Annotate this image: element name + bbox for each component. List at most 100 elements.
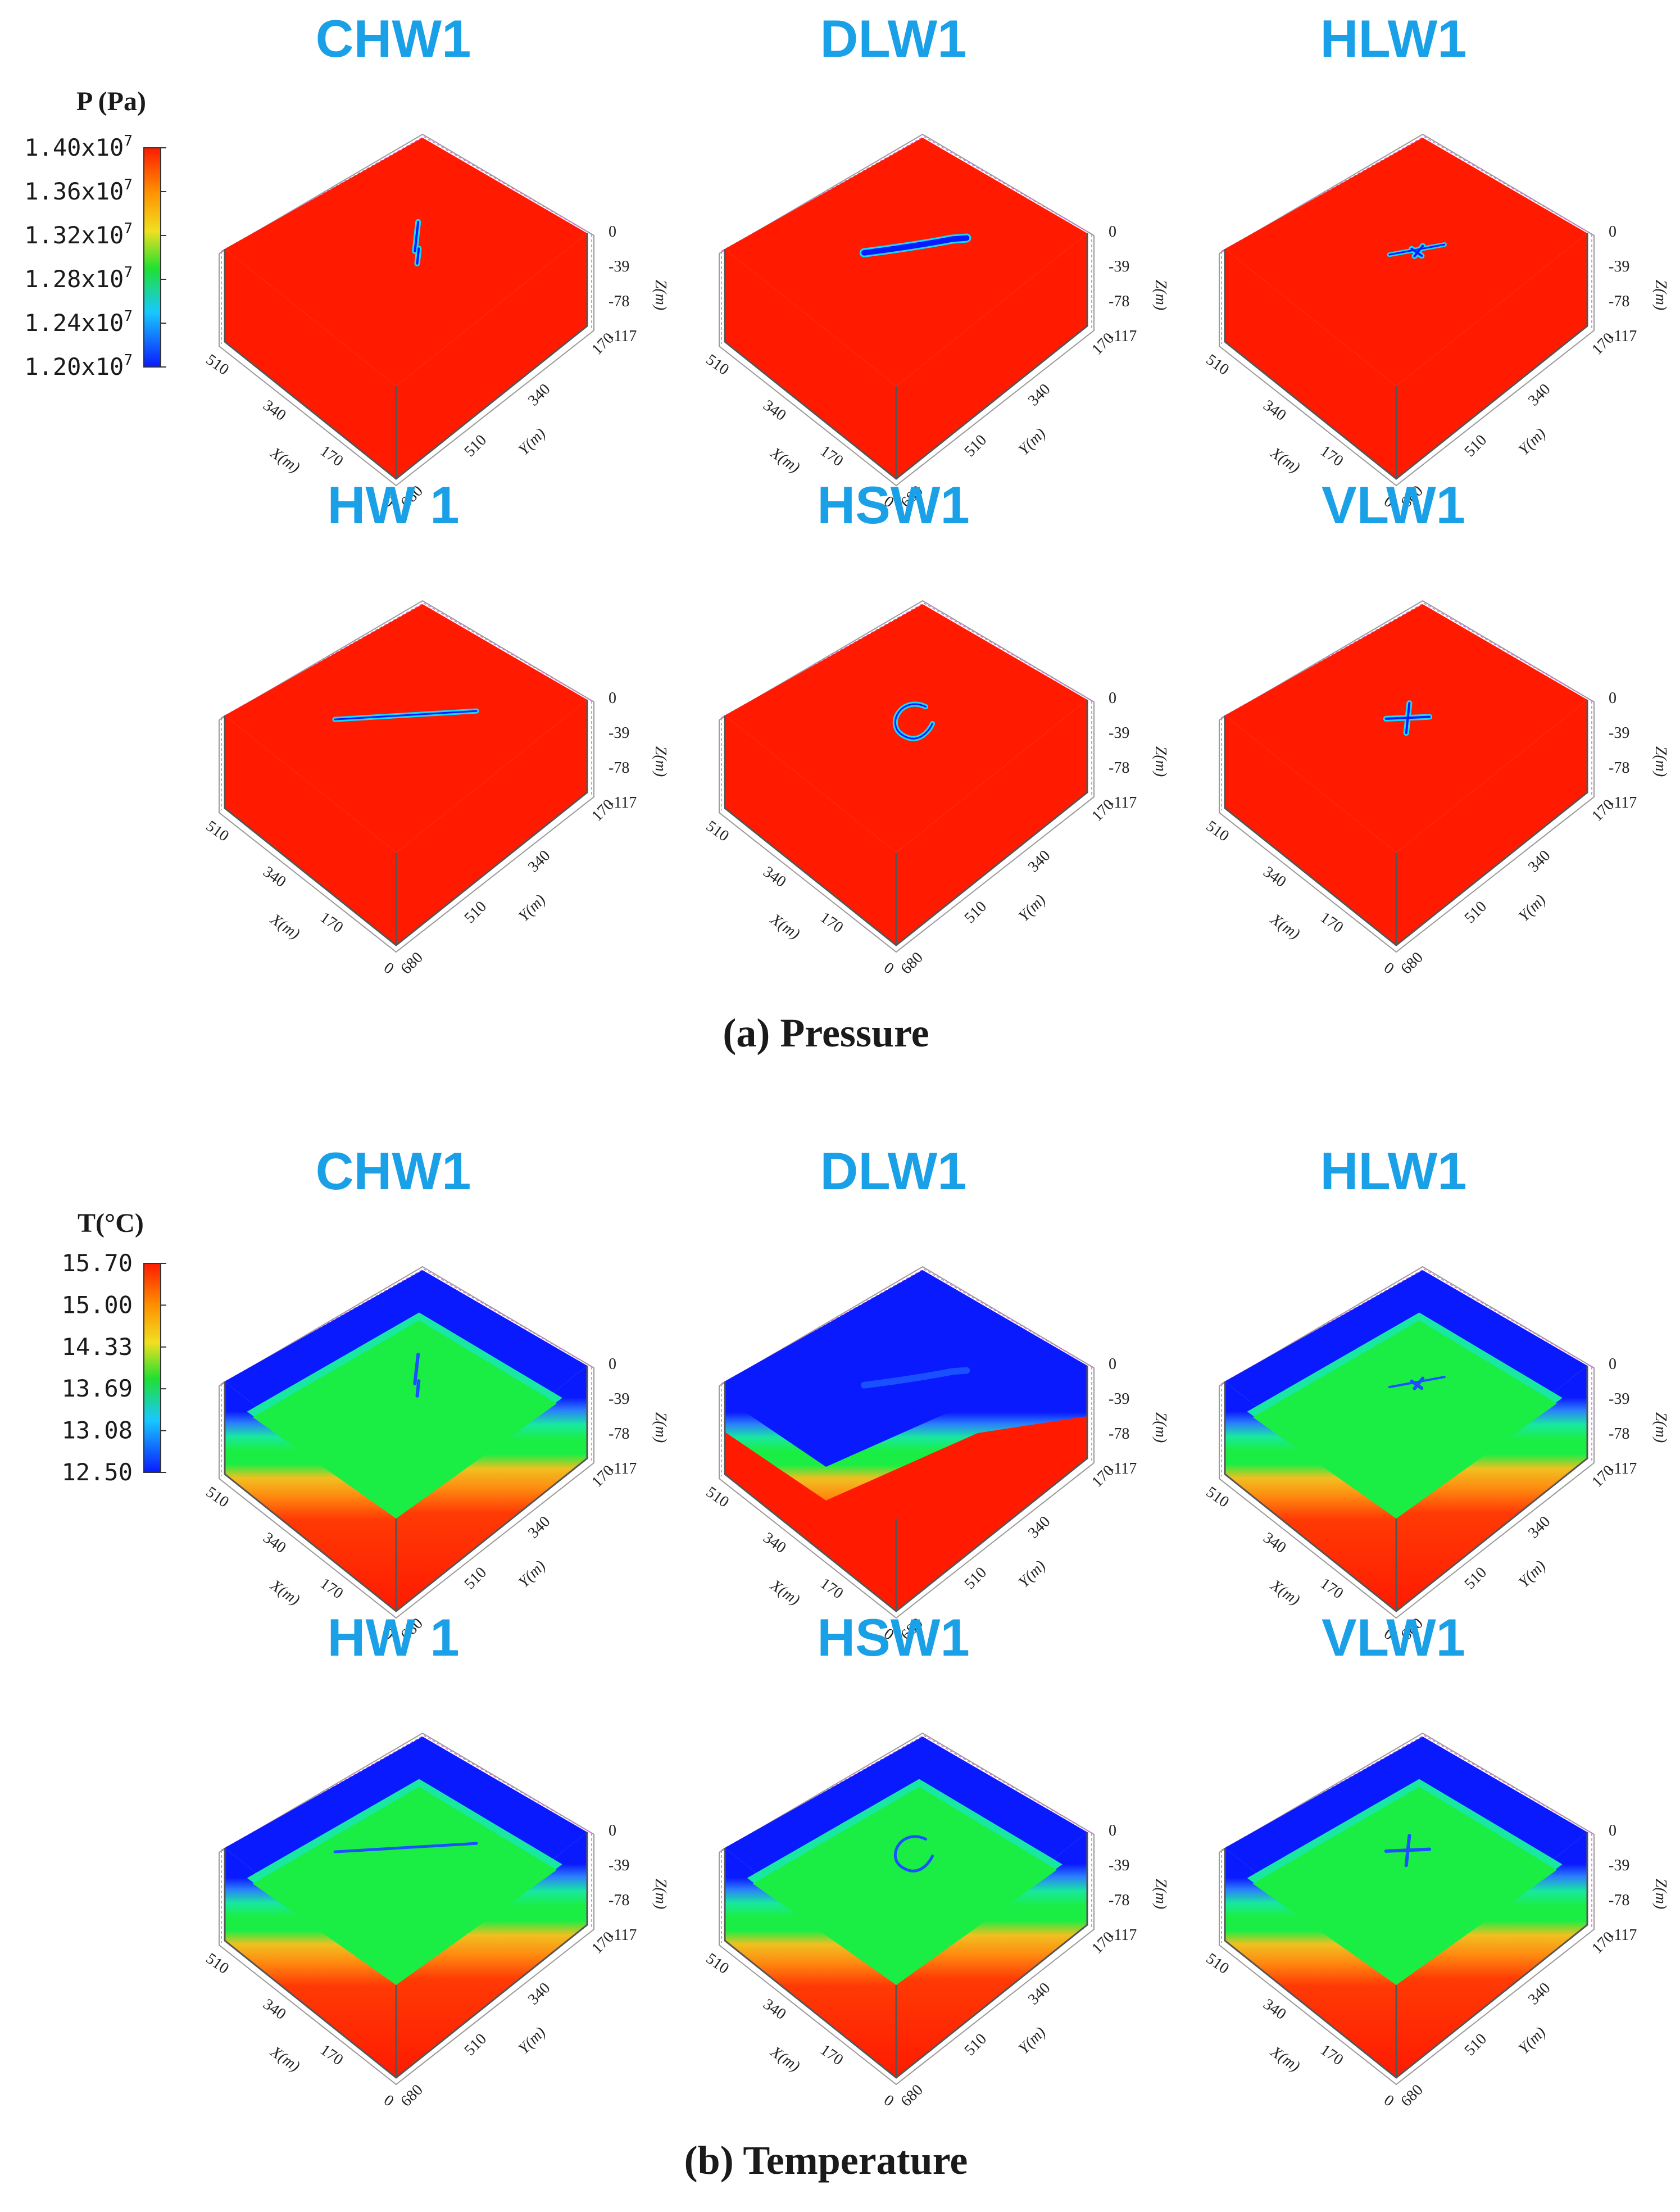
- x-tick-label: 340: [760, 1529, 789, 1557]
- x-tick-label: 0: [880, 2091, 897, 2110]
- well-trace: [1388, 243, 1446, 256]
- temperature-legend-tick: 15.70: [62, 1249, 133, 1277]
- x-tick-label: 510: [703, 1483, 732, 1511]
- block-left-face: [1225, 1848, 1396, 2078]
- z-tick-label: -117: [609, 328, 637, 345]
- z-tick-label: -78: [609, 1425, 629, 1443]
- block-left-face: [225, 1848, 396, 2078]
- well-trace: [334, 710, 478, 720]
- x-tick-label: 510: [1203, 351, 1232, 378]
- panel-hw-pressure: HW 15103401700X(m)680510340170Y(m)0-39-7…: [203, 475, 669, 978]
- pressure-legend-tick: 1.40x107: [24, 133, 133, 161]
- panel-hsw-pressure: HSW15103401700X(m)680510340170Y(m)0-39-7…: [703, 475, 1169, 978]
- panel-hlw-pressure: HLW15103401700X(m)680510340170Y(m)0-39-7…: [1203, 9, 1669, 511]
- x-tick-label: 170: [1317, 1575, 1346, 1602]
- x-tick-label: 510: [1203, 1950, 1232, 1977]
- well-hsw: [894, 1835, 934, 1873]
- pressure-colorbar: [143, 147, 161, 368]
- x-tick-label: 510: [203, 1950, 232, 1977]
- z-tick-label: 0: [609, 1822, 616, 1839]
- pressure-legend-tick: 1.32x107: [24, 220, 133, 249]
- block-right-face: [1396, 700, 1587, 945]
- y-tick-label: 680: [1397, 949, 1427, 978]
- panel-title: HLW1: [1320, 1141, 1466, 1200]
- y-axis-label: Y(m): [1015, 2024, 1049, 2057]
- x-axis-label: X(m): [1267, 2043, 1303, 2075]
- well-trace: [895, 703, 933, 740]
- z-axis-label: Z(m): [1152, 1879, 1169, 1909]
- well-vlw: [1384, 1834, 1432, 1867]
- pressure-legend: P (Pa) 1.40x107 1.36x107 1.32x107 1.28x107 1…: [24, 87, 166, 380]
- x-tick-label: 170: [1317, 909, 1346, 936]
- y-tick-label: 510: [961, 898, 991, 927]
- well-trace: [861, 235, 970, 256]
- well-trace: [1413, 1376, 1425, 1390]
- well-trace: [415, 1352, 420, 1371]
- y-tick-label: 680: [397, 2081, 426, 2110]
- well-trace: [413, 1367, 419, 1385]
- x-axis-label: X(m): [767, 444, 803, 477]
- well-hlw: [1387, 242, 1447, 259]
- z-tick-label: -39: [609, 724, 629, 742]
- z-tick-label: -39: [609, 1390, 629, 1408]
- y-tick-label: 340: [1525, 847, 1554, 876]
- well-trace: [1404, 1834, 1411, 1867]
- z-tick-label: 0: [1609, 690, 1617, 707]
- pressure-legend-title: P (Pa): [76, 87, 146, 116]
- y-tick-label: 680: [897, 2081, 927, 2110]
- x-tick-label: 170: [817, 909, 846, 936]
- z-tick-label: -78: [609, 1892, 629, 1909]
- z-axis-label: Z(m): [652, 746, 669, 777]
- z-tick-label: -117: [1609, 794, 1637, 812]
- y-tick-label: 510: [461, 1564, 491, 1593]
- x-tick-label: 510: [203, 817, 232, 845]
- z-axis-label: Z(m): [652, 1412, 669, 1443]
- inner-green: [1252, 1787, 1557, 1985]
- x-tick-label: 340: [260, 1996, 289, 2023]
- panel-title: VLW1: [1322, 1608, 1465, 1667]
- z-tick-label: -78: [609, 759, 629, 777]
- y-tick-label: 510: [961, 432, 991, 461]
- y-tick-label: 680: [897, 949, 927, 978]
- y-tick-label: 510: [1461, 1564, 1491, 1593]
- temperature-legend: T(°C) 15.70 15.00 14.33 13.69 13.08 12.50: [62, 1208, 166, 1486]
- z-tick-label: 0: [1609, 1356, 1617, 1373]
- well-trace: [1388, 1376, 1446, 1389]
- z-tick-label: -117: [1109, 1460, 1137, 1477]
- well-hw: [333, 1842, 478, 1853]
- panel-title: VLW1: [1322, 475, 1465, 534]
- z-tick-label: -39: [609, 1857, 629, 1874]
- x-tick-label: 0: [1381, 2091, 1397, 2110]
- panel-title: HW 1: [328, 475, 460, 534]
- y-axis-label: Y(m): [1015, 891, 1049, 925]
- well-hlw: [1388, 1376, 1446, 1390]
- z-tick-label: -39: [1109, 1857, 1129, 1874]
- temperature-legend-tick: 12.50: [62, 1458, 133, 1486]
- x-axis-label: X(m): [267, 444, 303, 477]
- pressure-legend-tick: 1.20x107: [24, 352, 133, 380]
- block-left-face: [225, 715, 396, 945]
- z-tick-label: 0: [1109, 690, 1116, 707]
- pressure-legend-tick: 1.24x107: [24, 308, 133, 337]
- panel-title: HW 1: [328, 1608, 460, 1667]
- panel-hsw-temperature: HSW15103401700X(m)680510340170Y(m)0-39-7…: [703, 1608, 1169, 2110]
- block-right-face: [396, 1366, 587, 1611]
- z-tick-label: -39: [1109, 724, 1129, 742]
- well-hw: [332, 708, 479, 722]
- inner-green: [252, 1320, 557, 1519]
- z-axis-label: Z(m): [652, 1879, 669, 1909]
- block-left-face: [1225, 715, 1396, 945]
- y-tick-label: 340: [525, 847, 554, 876]
- x-tick-label: 340: [1260, 1529, 1289, 1557]
- panel-hw-temperature: HW 15103401700X(m)680510340170Y(m)0-39-7…: [203, 1608, 669, 2110]
- y-tick-label: 340: [1525, 1513, 1554, 1542]
- x-tick-label: 170: [317, 1575, 346, 1602]
- temperature-legend-tick: 13.69: [62, 1375, 133, 1402]
- block-right-face: [396, 700, 587, 945]
- z-tick-label: -78: [1109, 293, 1129, 310]
- well-trace: [415, 220, 420, 238]
- z-tick-label: -39: [1609, 1390, 1629, 1408]
- z-tick-label: -78: [1609, 293, 1629, 310]
- x-tick-label: 0: [380, 959, 397, 977]
